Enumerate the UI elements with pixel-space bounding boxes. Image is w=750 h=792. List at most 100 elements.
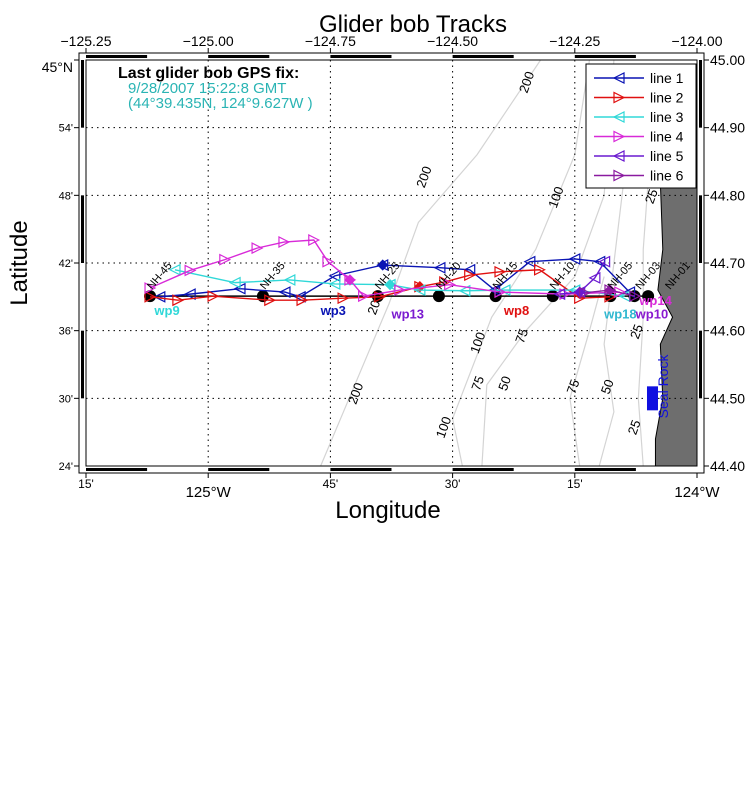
contour-label: 75 [468,374,487,393]
track-marker [184,264,197,277]
track-position-diamond [377,259,389,271]
track-marker [614,286,627,299]
track-marker [374,290,387,303]
legend-label: line 1 [650,70,684,86]
legend-marker [612,111,625,123]
track-marker [494,286,507,299]
legend-label: line 5 [650,148,684,164]
frame-bar [699,330,702,399]
contour-label: 100 [545,184,567,210]
track-marker [144,290,157,303]
contour-line-50 [598,181,625,467]
track-marker [183,288,196,301]
track-marker [264,294,277,307]
right-tick-label: 45.00 [710,52,745,68]
right-tick-label: 44.60 [710,323,745,339]
track-marker [553,288,566,301]
contour-label: 200 [516,69,538,95]
frame-bar [574,468,636,471]
top-tick-label: −125.25 [61,33,112,49]
waypoint-label: wp10 [635,306,669,321]
contour-label: 25 [642,187,661,206]
left-tick-label: 30' [59,393,73,405]
track-marker [464,269,477,282]
last-fix-annotation: Last glider bob GPS fix: 9/28/2007 15:22… [118,65,313,112]
track-marker [337,292,350,305]
track-marker [228,276,241,289]
plot-frame [85,59,698,467]
seal-rock-marker [646,386,658,411]
left-tick-label: 48' [59,190,73,202]
frame-bar [699,195,702,263]
track-line [174,269,625,297]
track-position-diamond [384,278,396,291]
track-marker [578,286,591,299]
top-tick-label: −124.50 [427,33,478,49]
bottom-tick-label: 124°W [674,484,720,501]
right-tick-label: 44.80 [710,187,745,203]
contour-line-200 [320,59,542,467]
contour-label: 75 [512,327,531,346]
station-marker [642,290,655,303]
track-marker [144,282,157,295]
track-marker [328,278,341,290]
track-marker [283,273,296,286]
waypoint-label: wp14 [638,293,672,308]
track-line [559,261,606,295]
track-marker [458,284,471,297]
track-marker [278,236,291,248]
frame-bar [330,468,392,471]
track-marker [394,284,407,297]
contour-label: 25 [627,322,646,341]
contour-label: 75 [563,377,582,396]
legend-marker [612,72,625,84]
contour-label: 50 [598,377,617,396]
bottom-tick-label: 30' [445,477,461,491]
station-marker [432,290,445,303]
frame-bar [81,195,84,263]
left-tick-label: 42' [59,258,73,270]
left-tick-label: 36' [59,326,73,338]
contour-label: 100 [467,330,489,356]
contour-line-100 [451,59,591,467]
last-fix-heading: Last glider bob GPS fix: [118,65,299,82]
legend-marker [613,169,626,182]
bottom-tick-label: 15' [567,477,583,491]
legend-marker [613,130,626,143]
track-marker [593,255,606,268]
left-tick-label: 54' [59,123,73,135]
place-label: Seal Rock [655,354,671,419]
frame-bar [208,468,270,471]
last-fix-time: 9/28/2007 15:22:8 GMT [128,80,286,97]
track-line [159,258,631,298]
contour-label: 200 [345,381,367,407]
track-marker [168,263,181,276]
track-marker [568,252,581,265]
track-position-diamond [604,284,616,296]
track-marker [534,263,546,276]
waypoint-label: wp13 [391,306,425,321]
y-axis-label: Latitude [6,220,33,305]
frame-bar [330,55,392,58]
chart-title: Glider bob Tracks [319,11,507,38]
contour-label: 25 [625,418,644,437]
right-tick-label: 44.40 [710,458,745,474]
top-tick-label: −124.00 [672,33,723,49]
right-tick-label: 44.90 [710,120,745,136]
frame-bar [81,330,84,399]
waypoint-label: wp18 [603,306,637,321]
bottom-tick-label: 45' [323,477,339,491]
track-marker [219,253,232,266]
track-marker [207,290,220,303]
left-tick-label: 45°N [42,59,73,75]
frame-bar [699,60,702,128]
contour-label: 200 [413,164,435,190]
legend: line 1 line 2 line 3 line 4 line 5 line 6 [585,63,697,189]
track-line [149,269,611,301]
frame-bar [574,55,636,58]
track-marker [588,271,601,284]
track-marker [172,294,185,307]
legend-label: line 4 [650,129,684,145]
frame-bar [86,55,148,58]
